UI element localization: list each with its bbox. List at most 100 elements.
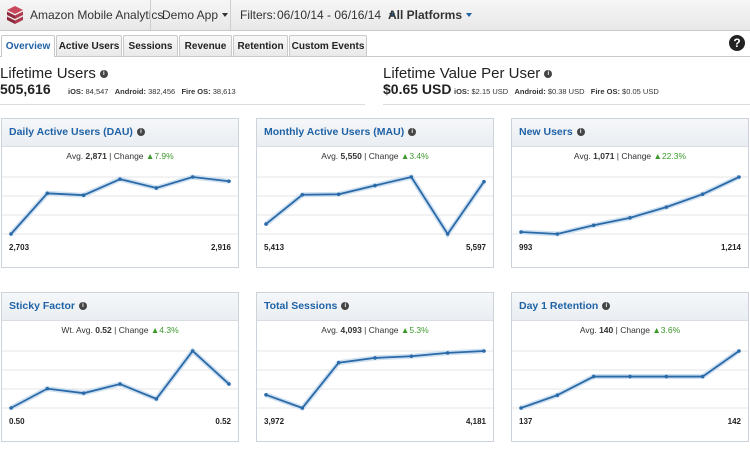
data-point[interactable] bbox=[373, 356, 377, 360]
date-range-selector[interactable]: 06/10/14 - 06/16/14 bbox=[277, 0, 396, 30]
data-point[interactable] bbox=[154, 397, 159, 401]
data-point[interactable] bbox=[264, 392, 268, 397]
data-point[interactable] bbox=[628, 216, 632, 220]
data-point[interactable] bbox=[118, 177, 122, 181]
data-point[interactable] bbox=[81, 391, 86, 395]
data-point[interactable] bbox=[300, 192, 305, 197]
series-line bbox=[10, 176, 230, 235]
info-icon[interactable]: i bbox=[544, 70, 553, 79]
tab-active-users[interactable]: Active Users bbox=[56, 35, 122, 56]
data-point[interactable] bbox=[336, 192, 341, 197]
card-title-text: Sticky Factor bbox=[9, 300, 75, 312]
data-point[interactable] bbox=[445, 232, 450, 236]
data-point[interactable] bbox=[409, 175, 414, 179]
avg-value: 4,093 bbox=[340, 325, 362, 335]
ios-label: iOS: bbox=[454, 87, 470, 96]
change-label: Change bbox=[118, 325, 149, 335]
data-point[interactable] bbox=[700, 374, 705, 379]
data-point[interactable] bbox=[45, 386, 50, 391]
data-point[interactable] bbox=[81, 193, 86, 197]
card-new-users[interactable]: New Users i Avg. 1,071 | Change ▲22.3% 99… bbox=[511, 118, 749, 268]
series-line-shadow bbox=[9, 347, 231, 411]
lifetime-value-breakdown: iOS: $2.15 USD Android: $0.38 USD Fire O… bbox=[454, 87, 659, 96]
data-point[interactable] bbox=[227, 382, 231, 386]
card-mau[interactable]: Monthly Active Users (MAU) i Avg. 5,550 |… bbox=[256, 118, 494, 268]
card-average: Avg. 5,550 | Change ▲3.4% bbox=[321, 151, 429, 161]
sparkline-chart bbox=[512, 174, 748, 237]
data-point[interactable] bbox=[519, 406, 523, 410]
data-point[interactable] bbox=[555, 393, 560, 398]
analytics-logo-icon bbox=[7, 6, 23, 24]
data-point[interactable] bbox=[154, 186, 159, 190]
data-point[interactable] bbox=[45, 191, 50, 196]
data-point[interactable] bbox=[264, 222, 268, 226]
data-point[interactable] bbox=[628, 374, 632, 379]
info-icon[interactable]: i bbox=[78, 302, 87, 311]
data-point[interactable] bbox=[737, 175, 741, 179]
card-title: Day 1 Retention i bbox=[519, 300, 611, 312]
tab-revenue[interactable]: Revenue bbox=[179, 35, 232, 56]
help-icon[interactable]: ? bbox=[729, 35, 745, 51]
max-value: 1,214 bbox=[720, 243, 741, 252]
min-value: 2,703 bbox=[9, 243, 30, 252]
card-dau[interactable]: Daily Active Users (DAU) i Avg. 2,871 | C… bbox=[1, 118, 239, 268]
max-value: 0.52 bbox=[215, 417, 231, 426]
fire-os-label: Fire OS: bbox=[181, 87, 211, 96]
card-average: Wt. Avg. 0.52 | Change ▲4.3% bbox=[61, 325, 179, 335]
tab-sessions[interactable]: Sessions bbox=[123, 35, 178, 56]
info-icon[interactable]: i bbox=[408, 128, 417, 137]
card-title-text: Daily Active Users (DAU) bbox=[9, 126, 133, 138]
info-icon[interactable]: i bbox=[99, 70, 108, 79]
min-value: 137 bbox=[519, 417, 533, 426]
data-point[interactable] bbox=[227, 179, 231, 184]
data-point[interactable] bbox=[118, 382, 122, 386]
change-value: ▲22.3% bbox=[653, 151, 687, 161]
tab-retention[interactable]: Retention bbox=[233, 35, 288, 56]
data-point[interactable] bbox=[737, 349, 741, 353]
android-label: Android: bbox=[514, 87, 546, 96]
change-percent: 3.6% bbox=[660, 325, 681, 335]
card-header bbox=[512, 293, 748, 321]
data-point[interactable] bbox=[190, 175, 195, 179]
card-sticky-factor[interactable]: Sticky Factor i Wt. Avg. 0.52 | Change ▲4… bbox=[1, 292, 239, 442]
lifetime-users-title-text: Lifetime Users bbox=[0, 65, 96, 82]
data-point[interactable] bbox=[300, 406, 305, 410]
chevron-down-icon bbox=[222, 13, 229, 17]
tab-custom-events[interactable]: Custom Events bbox=[289, 35, 367, 56]
card-header bbox=[257, 293, 493, 321]
ios-value: $2.15 USD bbox=[471, 87, 509, 96]
data-point[interactable] bbox=[190, 349, 195, 353]
change-value: ▲5.3% bbox=[400, 325, 429, 335]
card-total-sessions[interactable]: Total Sessions i Avg. 4,093 | Change ▲5.3… bbox=[256, 292, 494, 442]
sparkline-chart bbox=[257, 174, 493, 239]
data-point[interactable] bbox=[445, 351, 450, 355]
data-point[interactable] bbox=[700, 192, 705, 196]
change-value: ▲7.9% bbox=[145, 151, 174, 161]
data-point[interactable] bbox=[336, 360, 341, 365]
card-day1-retention[interactable]: Day 1 Retention i Avg. 140 | Change ▲3.6%… bbox=[511, 292, 749, 442]
data-point[interactable] bbox=[9, 406, 13, 410]
data-point[interactable] bbox=[555, 232, 560, 236]
data-point[interactable] bbox=[591, 374, 596, 379]
info-icon[interactable]: i bbox=[341, 302, 350, 311]
data-point[interactable] bbox=[482, 349, 486, 353]
data-point[interactable] bbox=[9, 232, 13, 236]
min-value: 5,413 bbox=[264, 243, 285, 252]
change-value: ▲4.3% bbox=[150, 325, 179, 335]
data-point[interactable] bbox=[409, 354, 414, 359]
data-point[interactable] bbox=[373, 183, 377, 188]
data-point[interactable] bbox=[482, 179, 486, 184]
platform-selector[interactable]: All Platforms bbox=[388, 0, 473, 30]
data-point[interactable] bbox=[664, 374, 669, 379]
info-icon[interactable]: i bbox=[576, 128, 585, 137]
tab-overview[interactable]: Overview bbox=[1, 35, 55, 57]
data-point[interactable] bbox=[519, 230, 523, 234]
app-selector[interactable]: Demo App bbox=[162, 0, 229, 30]
data-point[interactable] bbox=[591, 223, 596, 228]
top-bar: Amazon Mobile Analytics Demo App Filters… bbox=[0, 0, 750, 31]
data-point[interactable] bbox=[664, 205, 669, 209]
info-icon[interactable]: i bbox=[136, 128, 145, 137]
avg-label: Avg. bbox=[579, 325, 597, 335]
card-title-text: Day 1 Retention bbox=[519, 300, 599, 312]
info-icon[interactable]: i bbox=[602, 302, 611, 311]
